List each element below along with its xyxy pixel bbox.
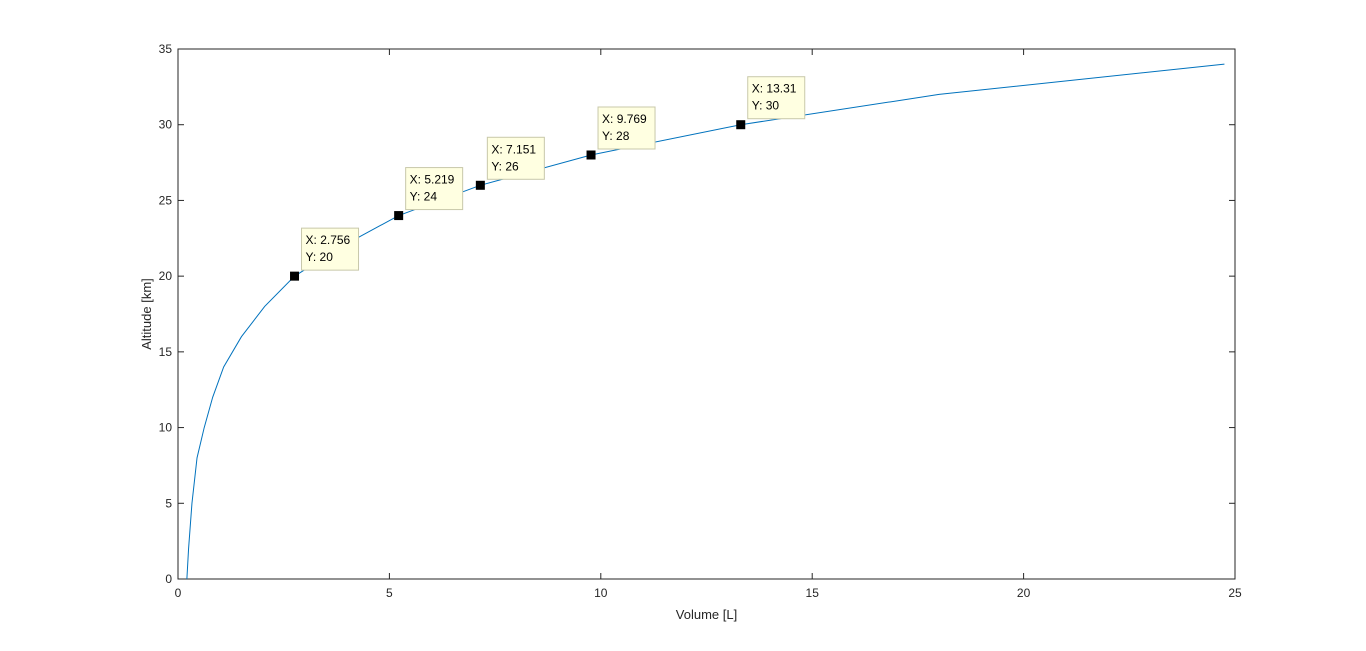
datatip: X: 2.756 Y: 20 — [290, 227, 360, 281]
datatip-box — [486, 136, 545, 180]
datatip-x-text: X: 5.219 — [410, 173, 455, 187]
y-tick-label: 5 — [165, 496, 172, 510]
datatip-y-text: Y: 24 — [410, 190, 438, 204]
x-tick-label: 20 — [1017, 586, 1031, 600]
x-tick-label: 5 — [386, 586, 393, 600]
datatip-marker — [586, 150, 596, 160]
datatip: X: 5.219 Y: 24 — [394, 167, 464, 221]
y-tick-label: 15 — [159, 345, 173, 359]
y-tick-label: 10 — [159, 421, 173, 435]
y-tick-label: 20 — [159, 269, 173, 283]
datatip: X: 7.151 Y: 26 — [475, 136, 545, 190]
x-tick-label: 25 — [1228, 586, 1242, 600]
datatip-y-text: Y: 28 — [602, 129, 630, 143]
datatip-box — [405, 167, 464, 211]
plot-area — [177, 48, 1236, 580]
axis-ticks: 0 5 10 15 20 25 0 5 10 15 20 25 30 35 — [159, 42, 1242, 600]
x-tick-label: 10 — [594, 586, 608, 600]
datatip-marker — [394, 211, 404, 221]
datatip-marker — [736, 120, 746, 130]
y-tick-label: 25 — [159, 193, 173, 207]
datatip-x-text: X: 2.756 — [306, 233, 351, 247]
datatip-x-text: X: 9.769 — [602, 112, 647, 126]
datatip: X: 9.769 Y: 28 — [586, 106, 656, 160]
x-axis-label: Volume [L] — [676, 607, 737, 622]
datatip-x-text: X: 7.151 — [491, 142, 536, 156]
datatip-box — [301, 227, 360, 271]
datatip-marker — [475, 180, 485, 190]
datatip-box — [747, 76, 806, 120]
datatip-marker — [290, 271, 300, 281]
datatip-y-text: Y: 20 — [306, 250, 334, 264]
datatip-box — [597, 106, 656, 150]
x-tick-label: 15 — [806, 586, 820, 600]
datatip-y-text: Y: 30 — [752, 99, 780, 113]
y-tick-label: 35 — [159, 42, 173, 56]
datatip-x-text: X: 13.31 — [752, 82, 797, 96]
datatip-y-text: Y: 26 — [491, 159, 519, 173]
y-tick-label: 30 — [159, 118, 173, 132]
datatip: X: 13.31 Y: 30 — [736, 76, 806, 130]
y-tick-label: 0 — [165, 572, 172, 586]
x-tick-label: 0 — [175, 586, 182, 600]
y-axis-label: Altitude [km] — [139, 278, 154, 350]
